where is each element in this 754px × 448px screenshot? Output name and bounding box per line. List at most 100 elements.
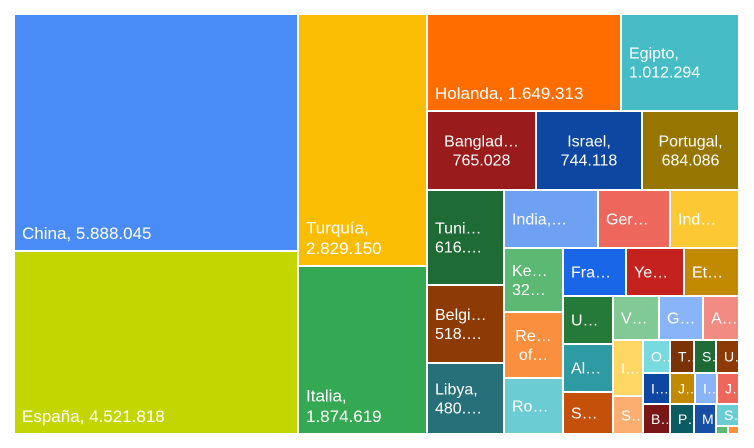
treemap-tile xyxy=(715,425,729,435)
treemap-tile-label: B… xyxy=(651,411,674,427)
treemap-tile-label: I… xyxy=(621,360,640,377)
treemap-tile-rect xyxy=(669,403,695,435)
treemap-tile: Libya, 480.… xyxy=(426,362,505,435)
treemap-tile-label: G… xyxy=(667,311,695,328)
treemap-tile-label: Ro… xyxy=(512,399,548,416)
treemap-tile-label: I… xyxy=(703,380,721,396)
treemap-tile: Ke… 32… xyxy=(503,247,564,313)
treemap-tile-rect xyxy=(13,13,299,252)
treemap-tile-rect xyxy=(612,339,644,397)
treemap-tile: A… xyxy=(702,295,740,341)
treemap-tile-rect xyxy=(562,247,627,297)
treemap-tile-label: S… xyxy=(571,406,598,423)
treemap-tile-label: P… xyxy=(678,411,701,427)
treemap-tile-label: Italia, 1.874.619 xyxy=(306,387,382,426)
treemap-tile-rect xyxy=(562,343,614,393)
treemap-tile-label: M… xyxy=(702,411,728,427)
treemap-tile: India,… xyxy=(503,189,599,249)
treemap-tile-label: S… xyxy=(702,348,725,364)
treemap-tile-label: S… xyxy=(621,407,646,424)
treemap-tile-label: Turquía, 2.829.150 xyxy=(306,219,382,258)
treemap-tile-label: Portugal, 684.086 xyxy=(658,134,722,170)
treemap-tile-rect xyxy=(13,250,299,435)
treemap-tile-rect xyxy=(297,265,428,435)
treemap-tile-rect xyxy=(641,110,740,191)
treemap-tile-rect xyxy=(612,395,644,435)
treemap-tile-label: China, 5.888.045 xyxy=(22,224,152,243)
treemap-tile: U… xyxy=(715,339,748,374)
treemap-tile-rect xyxy=(297,13,428,267)
treemap-tile-label: Israel, 744.118 xyxy=(561,134,618,170)
treemap-tile-rect xyxy=(535,110,643,191)
treemap-tile-label: Belgi… 518.… xyxy=(435,307,487,343)
treemap-tile: Banglad… 765.028 xyxy=(426,110,537,191)
treemap-tile-rect xyxy=(658,295,704,341)
treemap-tile: M… xyxy=(693,403,728,435)
treemap-tile: China, 5.888.045 xyxy=(13,13,299,252)
treemap-tile: Belgi… 518.… xyxy=(426,284,505,364)
treemap-tile-label: U… xyxy=(724,348,748,364)
treemap-tile: S… xyxy=(562,391,614,435)
treemap-tile: Ind… xyxy=(669,189,740,249)
treemap-tile-label: Tuni… 616.… xyxy=(435,221,482,257)
treemap-tile: I… xyxy=(694,372,721,405)
treemap-tile: Al… xyxy=(562,343,614,393)
treemap-tile: Ro… xyxy=(503,377,564,435)
treemap-tile: Egipto, 1.012.294 xyxy=(620,13,740,112)
treemap-tile: Turquía, 2.829.150 xyxy=(297,13,428,267)
treemap-tile-label: Libya, 480.… xyxy=(435,382,482,418)
treemap-tile-rect xyxy=(503,311,564,379)
treemap-tile-label: V… xyxy=(621,311,648,328)
treemap-tile: Ger… xyxy=(597,189,671,249)
treemap-tile: Portugal, 684.086 xyxy=(641,110,740,191)
treemap-tile-rect xyxy=(562,391,614,435)
treemap-tile: I… xyxy=(642,372,671,405)
treemap-tile-rect xyxy=(503,377,564,435)
treemap-tile-rect xyxy=(503,189,599,249)
treemap-tile-label: S… xyxy=(724,407,747,423)
treemap-tile xyxy=(727,425,740,435)
treemap-tile-rect xyxy=(642,403,671,435)
treemap-tile: P… xyxy=(669,403,701,435)
treemap-tile-label: T… xyxy=(678,348,701,364)
treemap-tile-label: Et… xyxy=(692,265,723,282)
treemap-tile: Holanda, 1.649.313 xyxy=(426,13,622,112)
treemap-tile-label: A… xyxy=(711,311,738,328)
treemap-tile-label: Fra… xyxy=(571,265,611,282)
treemap-tile: Re… of… xyxy=(503,311,564,379)
treemap-tile-label: J… xyxy=(678,380,699,396)
treemap-tile-rect xyxy=(669,339,695,374)
treemap-tile-label: O… xyxy=(651,348,676,364)
treemap-tile: Ye… xyxy=(625,247,685,297)
treemap-tile-label: Re… of… xyxy=(515,328,551,364)
treemap-tile: Italia, 1.874.619 xyxy=(297,265,428,435)
treemap-tile-label: J… xyxy=(725,380,746,396)
treemap-tile-rect xyxy=(715,425,729,435)
treemap-tile: S… xyxy=(715,403,747,427)
treemap-tile: España, 4.521.818 xyxy=(13,250,299,435)
treemap-tile-label: Al… xyxy=(571,361,601,378)
treemap-tile-label: I… xyxy=(651,380,669,396)
treemap-tile-rect xyxy=(727,425,740,435)
treemap-tile: G… xyxy=(658,295,704,341)
treemap-tile: J… xyxy=(669,372,699,405)
treemap-tile-rect xyxy=(426,284,505,364)
treemap-tile-label: Ger… xyxy=(606,212,649,229)
treemap-tile-rect xyxy=(612,295,660,341)
treemap-tile: Et… xyxy=(683,247,740,297)
treemap-tile: S… xyxy=(612,395,646,435)
treemap-tile: T… xyxy=(669,339,701,374)
treemap-tile: V… xyxy=(612,295,660,341)
treemap-tile-label: Ind… xyxy=(678,212,716,229)
treemap-tile-label: Holanda, 1.649.313 xyxy=(435,84,583,103)
treemap-tile: O… xyxy=(642,339,676,374)
treemap-tile-rect xyxy=(562,295,614,345)
treemap-tile-rect xyxy=(597,189,671,249)
treemap-tile-label: Banglad… 765.028 xyxy=(444,134,519,170)
treemap-tile: I… xyxy=(612,339,644,397)
treemap-tile-rect xyxy=(426,110,537,191)
treemap-tile-label: Egipto, 1.012.294 xyxy=(629,46,700,82)
treemap-tile-label: España, 4.521.818 xyxy=(22,407,165,426)
treemap-tile-label: Ke… 32… xyxy=(512,263,548,299)
